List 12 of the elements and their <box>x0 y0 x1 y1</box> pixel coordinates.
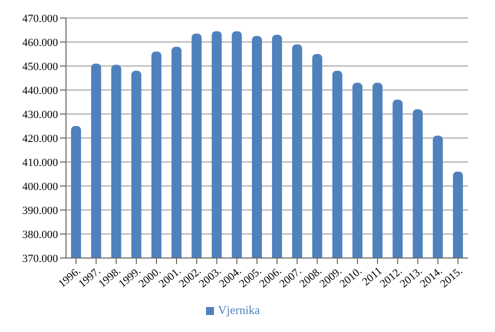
y-tick-label: 410.000 <box>22 156 58 169</box>
y-tick-label: 430.000 <box>22 108 58 121</box>
y-tick-label: 450.000 <box>22 60 58 73</box>
y-tick-label: 460.000 <box>22 36 58 49</box>
y-tick-label: 470.000 <box>22 12 58 25</box>
legend-label: Vjernika <box>218 303 260 317</box>
y-tick-label: 380.000 <box>22 228 58 241</box>
y-tick-label: 370.000 <box>22 252 58 265</box>
y-tick-label: 390.000 <box>22 204 58 217</box>
y-tick-label: 440.000 <box>22 84 58 97</box>
y-tick-label: 400.000 <box>22 180 58 193</box>
y-tick-label: 420.000 <box>22 132 58 145</box>
